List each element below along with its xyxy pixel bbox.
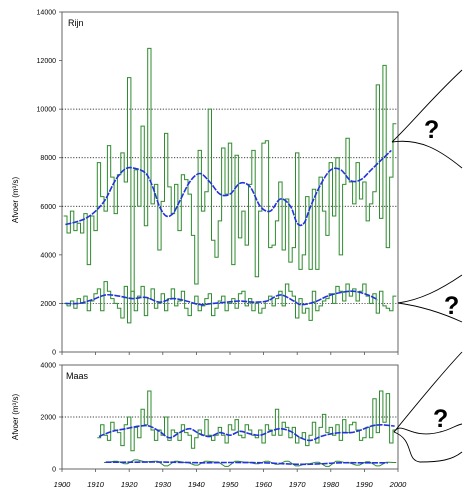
maas-x-tick-label: 1980 bbox=[322, 480, 340, 489]
rijn-y-tick-label: 4000 bbox=[40, 252, 56, 259]
rijn-y-tick-label: 14000 bbox=[37, 10, 57, 17]
maas-x-tick-label: 1910 bbox=[87, 480, 105, 489]
rijn-annual-maximum-series bbox=[63, 47, 397, 300]
rijn-max-projection-lower-curve bbox=[391, 140, 463, 169]
maas-y-tick-label: 0 bbox=[52, 467, 56, 474]
rijn-annual-minimum-series bbox=[63, 281, 397, 324]
maas-x-ticks: 1900 1910 1920 1930 1940 1950 1960 1970 1980 1990… bbox=[54, 469, 408, 489]
rijn-panel: Rijn Afvoer (m³/s) 0 2000 4000 6000 8000 1000… bbox=[11, 10, 399, 357]
rijn-y-tick-label: 0 bbox=[52, 350, 56, 357]
maas-panel: Maas Afvoer (m³/s) 0 2000 4000 1900 1910 192… bbox=[11, 363, 407, 490]
maas-maximum-smoothed-series bbox=[98, 423, 395, 442]
rijn-y-axis-label: Afvoer (m³/s) bbox=[11, 177, 20, 224]
rijn-min-question-mark: ? bbox=[444, 292, 459, 320]
rijn-max-projection-upper-curve bbox=[391, 69, 463, 143]
rijn-maximum-smoothed-series bbox=[65, 149, 392, 227]
maas-minimum-smoothed-series bbox=[105, 461, 388, 466]
maas-x-tick-label: 1900 bbox=[54, 480, 72, 489]
rijn-y-tick-label: 6000 bbox=[40, 204, 56, 211]
maas-x-tick-label: 1940 bbox=[188, 480, 206, 489]
maas-x-tick-label: 1970 bbox=[289, 480, 307, 489]
rijn-y-tick-label: 8000 bbox=[40, 155, 56, 162]
rijn-max-question-mark: ? bbox=[424, 116, 439, 144]
rijn-x-tick-marks bbox=[61, 352, 399, 355]
maas-projection-lower-curve bbox=[393, 431, 463, 463]
maas-x-tick-label: 1960 bbox=[255, 480, 273, 489]
rijn-minimum-smoothed-series bbox=[65, 290, 379, 306]
rijn-min-projection-lower-curve bbox=[397, 302, 463, 323]
projection-annotations bbox=[391, 69, 463, 463]
maas-x-tick-label: 1930 bbox=[154, 480, 172, 489]
maas-projection-upper-curve bbox=[393, 351, 463, 433]
maas-y-axis-label: Afvoer (m³/s) bbox=[11, 394, 20, 441]
rijn-panel-label: Rijn bbox=[68, 18, 84, 28]
maas-y-tick-label: 4000 bbox=[40, 363, 56, 370]
maas-series-group bbox=[97, 390, 397, 467]
rijn-series-group bbox=[63, 47, 397, 324]
maas-annual-maximum-series bbox=[97, 390, 397, 452]
maas-x-tick-label: 1990 bbox=[356, 480, 374, 489]
rijn-y-tick-label: 2000 bbox=[40, 301, 56, 308]
rijn-plot-frame bbox=[61, 11, 399, 353]
maas-y-tick-label: 2000 bbox=[40, 415, 56, 422]
maas-x-tick-label: 2000 bbox=[389, 480, 408, 489]
rijn-min-projection-upper-curve bbox=[397, 274, 463, 304]
maas-x-tick-label: 1950 bbox=[222, 480, 240, 489]
rijn-y-ticks: 0 2000 4000 6000 8000 10000 12000 14000 bbox=[37, 10, 62, 357]
maas-panel-label: Maas bbox=[66, 371, 89, 381]
maas-x-tick-label: 1920 bbox=[121, 480, 139, 489]
rijn-y-tick-label: 10000 bbox=[37, 107, 57, 114]
maas-question-mark: ? bbox=[433, 405, 448, 433]
rijn-y-tick-label: 12000 bbox=[37, 58, 57, 65]
maas-projection-extra-curve bbox=[393, 423, 463, 435]
maas-y-ticks: 0 2000 4000 bbox=[40, 363, 62, 474]
